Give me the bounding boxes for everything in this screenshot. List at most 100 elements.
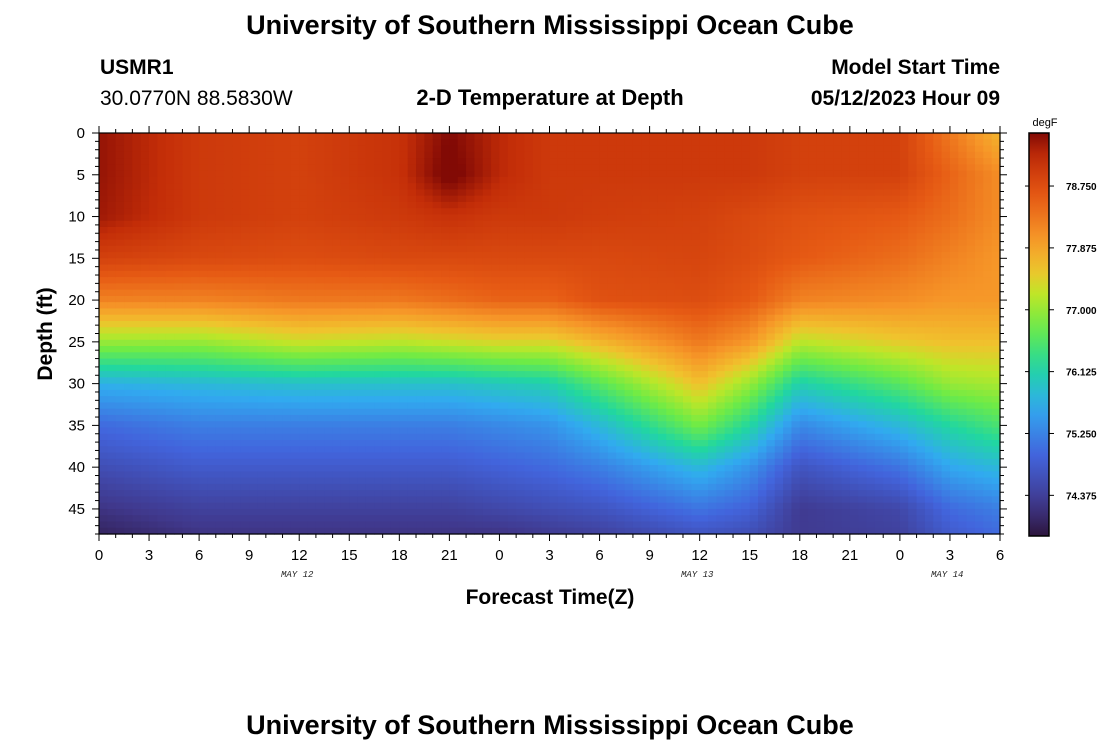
heatmap-cell: [441, 333, 450, 341]
heatmap-cell: [716, 408, 726, 416]
heatmap-cell: [532, 208, 542, 216]
heatmap-cell: [224, 245, 234, 253]
heatmap-cell: [124, 277, 133, 284]
heatmap-cell: [374, 521, 384, 529]
heatmap-cell: [491, 440, 501, 447]
heatmap-cell: [324, 389, 334, 397]
heatmap-cell: [582, 220, 592, 228]
heatmap-cell: [299, 183, 309, 190]
heatmap-cell: [599, 133, 609, 140]
heatmap-cell: [149, 352, 158, 360]
heatmap-cell: [599, 521, 609, 529]
heatmap-cell: [682, 195, 692, 203]
heatmap-cell: [516, 477, 526, 485]
heatmap-cell: [282, 389, 292, 397]
heatmap-cell: [449, 508, 459, 516]
heatmap-cell: [290, 226, 300, 234]
heatmap-cell: [424, 346, 434, 353]
heatmap-cell: [699, 264, 709, 272]
heatmap-cell: [733, 496, 742, 504]
heatmap-cell: [582, 358, 592, 366]
heatmap-cell: [432, 270, 442, 278]
heatmap-cell: [357, 176, 367, 184]
heatmap-cell: [307, 471, 317, 479]
heatmap-cell: [340, 521, 350, 529]
heatmap-cell: [432, 408, 442, 416]
heatmap-cell: [574, 515, 584, 523]
heatmap-cell: [482, 389, 492, 397]
heatmap-cell: [466, 320, 476, 328]
heatmap-cell: [407, 158, 417, 165]
heatmap-cell: [207, 339, 217, 347]
heatmap-cell: [516, 458, 526, 466]
heatmap-cell: [365, 502, 375, 510]
heatmap-cell: [482, 508, 492, 516]
heatmap-cell: [616, 245, 626, 253]
heatmap-cell: [657, 176, 667, 184]
heatmap-cell: [299, 226, 309, 234]
heatmap-cell: [149, 208, 158, 216]
heatmap-cell: [649, 327, 659, 335]
heatmap-cell: [691, 483, 701, 491]
heatmap-cell: [499, 433, 509, 441]
heatmap-cell: [257, 433, 267, 441]
heatmap-cell: [657, 252, 667, 259]
heatmap-cell: [607, 383, 617, 391]
heatmap-cell: [516, 264, 526, 272]
heatmap-cell: [332, 402, 342, 410]
heatmap-cell: [157, 515, 167, 523]
heatmap-cell: [157, 396, 167, 404]
heatmap-cell: [307, 371, 317, 378]
heatmap-cell: [215, 402, 225, 410]
heatmap-cell: [99, 452, 108, 460]
heatmap-cell: [499, 245, 509, 253]
heatmap-cell: [407, 383, 417, 391]
heatmap-cell: [708, 452, 717, 460]
heatmap-cell: [491, 139, 501, 147]
heatmap-cell: [491, 346, 501, 353]
heatmap-cell: [149, 183, 158, 190]
heatmap-cell: [524, 295, 534, 303]
heatmap-cell: [215, 483, 225, 491]
heatmap-cell: [741, 496, 751, 504]
heatmap-cell: [349, 346, 359, 353]
heatmap-cell: [491, 471, 501, 479]
heatmap-cell: [215, 377, 225, 385]
heatmap-cell: [315, 364, 325, 372]
heatmap-cell: [466, 527, 476, 535]
heatmap-cell: [474, 302, 484, 310]
heatmap-cell: [649, 371, 659, 378]
heatmap-cell: [641, 427, 651, 435]
heatmap-cell: [499, 396, 509, 404]
heatmap-cell: [432, 414, 442, 422]
heatmap-cell: [708, 427, 717, 435]
heatmap-cell: [340, 327, 350, 335]
heatmap-cell: [641, 201, 651, 209]
heatmap-cell: [466, 295, 476, 303]
heatmap-cell: [524, 339, 534, 347]
heatmap-cell: [282, 452, 292, 460]
heatmap-cell: [132, 502, 142, 510]
heatmap-cell: [115, 358, 125, 366]
heatmap-cell: [741, 170, 751, 178]
heatmap-cell: [691, 214, 701, 222]
heatmap-cell: [482, 270, 492, 278]
heatmap-cell: [215, 339, 225, 347]
heatmap-cell: [733, 258, 742, 266]
heatmap-cell: [733, 515, 742, 523]
heatmap-cell: [265, 414, 275, 422]
heatmap-cell: [165, 527, 175, 535]
heatmap-cell: [399, 201, 409, 209]
heatmap-cell: [124, 139, 133, 147]
heatmap-cell: [624, 465, 634, 472]
heatmap-cell: [532, 402, 542, 410]
heatmap-cell: [741, 214, 751, 222]
heatmap-cell: [249, 452, 259, 460]
heatmap-cell: [466, 358, 476, 366]
heatmap-cell: [374, 314, 384, 322]
heatmap-cell: [282, 458, 292, 466]
heatmap-cell: [424, 327, 434, 335]
heatmap-cell: [733, 483, 742, 491]
heatmap-cell: [165, 320, 175, 328]
heatmap-cell: [382, 270, 392, 278]
